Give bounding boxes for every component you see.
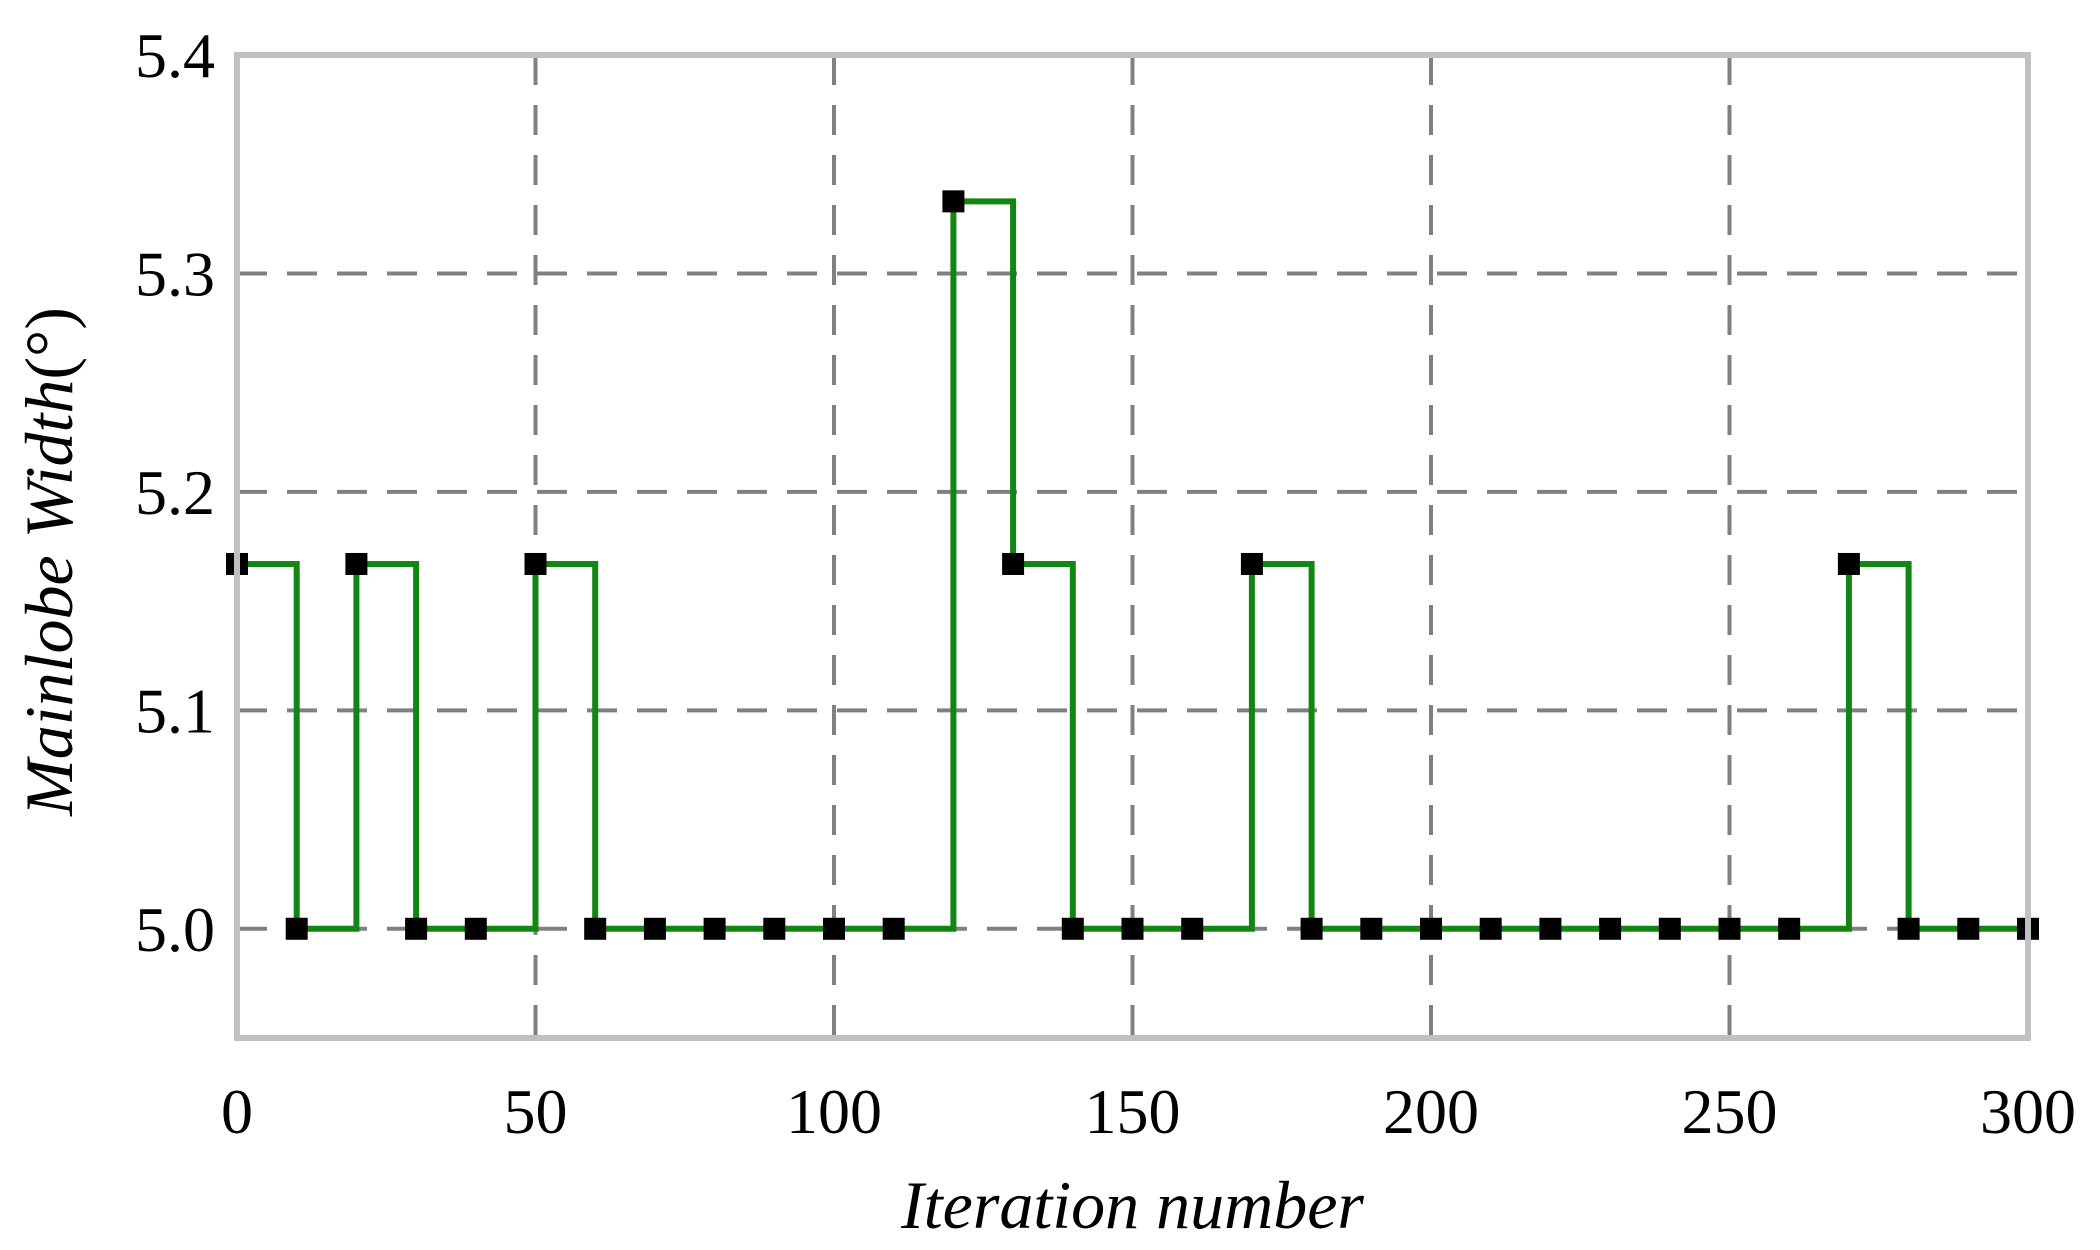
data-point — [1061, 917, 1084, 940]
y-tick-label: 5.1 — [135, 675, 215, 746]
data-point — [1539, 917, 1562, 940]
grid — [237, 55, 2028, 1038]
y-tick-label: 5.0 — [135, 894, 215, 965]
data-point — [703, 917, 726, 940]
x-tick-label: 250 — [1682, 1076, 1778, 1147]
data-point — [524, 552, 547, 575]
y-axis-label: Mainlobe Width(°) — [11, 307, 87, 817]
y-axis-label-unit: (°) — [11, 307, 87, 379]
data-point — [1121, 917, 1144, 940]
data-point — [1599, 917, 1622, 940]
data-point — [1002, 552, 1025, 575]
y-tick-label: 5.2 — [135, 457, 215, 528]
data-point — [1658, 917, 1681, 940]
data-point — [584, 917, 607, 940]
x-tick-label: 200 — [1383, 1076, 1479, 1147]
x-axis-label: Iteration number — [900, 1167, 1364, 1243]
plot-frame — [234, 52, 2031, 1041]
series-layer — [226, 190, 2039, 940]
data-point — [1300, 917, 1323, 940]
data-point — [1479, 917, 1502, 940]
data-point — [285, 917, 308, 940]
data-point — [1360, 917, 1383, 940]
x-tick-labels: 0 50 100 150 200 250 300 — [221, 1076, 2076, 1147]
data-point — [464, 917, 487, 940]
x-tick-label: 100 — [786, 1076, 882, 1147]
y-axis-label-main: Mainlobe Width — [11, 380, 87, 817]
y-tick-label: 5.3 — [135, 238, 215, 309]
data-point — [823, 917, 845, 940]
data-point — [1718, 917, 1741, 940]
data-point — [882, 917, 905, 940]
x-tick-label: 150 — [1085, 1076, 1181, 1147]
data-point — [1897, 917, 1920, 940]
data-point — [1957, 917, 1980, 940]
data-point — [1240, 552, 1263, 575]
x-tick-label: 50 — [504, 1076, 568, 1147]
x-tick-label: 0 — [221, 1076, 253, 1147]
data-point — [763, 917, 786, 940]
data-point — [345, 552, 368, 575]
data-point — [942, 190, 965, 213]
y-tick-label: 5.4 — [135, 20, 215, 91]
data-point — [643, 917, 666, 940]
x-tick-label: 300 — [1980, 1076, 2076, 1147]
data-point — [1420, 917, 1442, 940]
data-point — [405, 917, 428, 940]
data-point — [1837, 552, 1860, 575]
data-point — [1778, 917, 1801, 940]
data-point — [1181, 917, 1204, 940]
y-tick-labels: 5.0 5.1 5.2 5.3 5.4 — [135, 20, 215, 965]
